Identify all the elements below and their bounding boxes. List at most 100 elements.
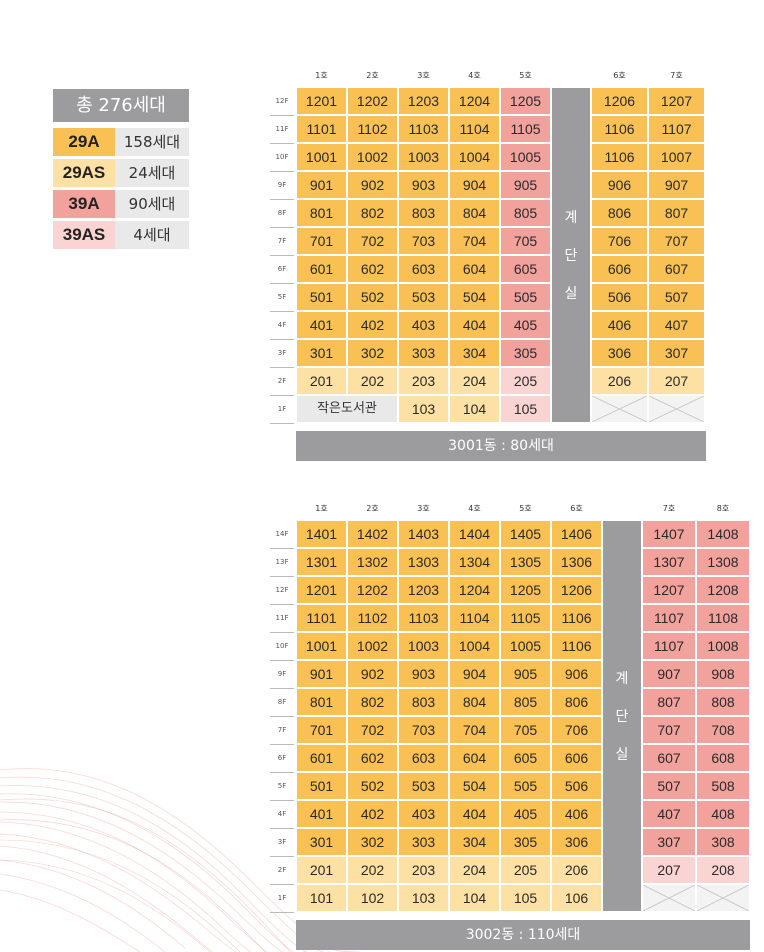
unit-cell: 707	[649, 228, 704, 254]
unit-cell: 1206	[552, 577, 601, 603]
unit-cell: 202	[348, 857, 397, 883]
unit-cell: 1107	[643, 633, 695, 659]
unit-cell: 401	[297, 312, 346, 338]
unit-cell: 1202	[348, 577, 397, 603]
unit-cell: 704	[450, 717, 499, 743]
empty-unit	[697, 885, 749, 911]
unit-cell: 403	[399, 312, 448, 338]
column-header: 4호	[468, 71, 481, 80]
unit-cell: 304	[450, 340, 499, 366]
unit-number-header: 1호 2호 3호 4호 5호 6호 7호 8호	[270, 503, 750, 517]
small-library: 작은도서관	[297, 396, 397, 422]
floor-label: 8F	[270, 199, 294, 228]
floor-label: 10F	[270, 143, 294, 172]
stairwell-label-char: 실	[615, 747, 629, 763]
unit-cell: 607	[643, 745, 695, 771]
unit-cell: 1005	[501, 633, 550, 659]
unit-cell: 501	[297, 284, 346, 310]
floor-label: 4F	[270, 311, 294, 340]
unit-cell: 405	[501, 312, 550, 338]
unit-cell: 1303	[399, 549, 448, 575]
unit-cell: 904	[450, 172, 499, 198]
legend-type-swatch: 39AS	[53, 221, 115, 249]
unit-cell: 1202	[348, 88, 397, 114]
unit-cell: 206	[552, 857, 601, 883]
unit-cell: 401	[297, 801, 346, 827]
unit-cell: 906	[592, 172, 647, 198]
unit-cell: 805	[501, 689, 550, 715]
unit-cell: 1005	[501, 144, 550, 170]
unit-cell: 806	[552, 689, 601, 715]
unit-cell: 904	[450, 661, 499, 687]
unit-cell: 1105	[501, 116, 550, 142]
unit-cell: 1205	[501, 88, 550, 114]
unit-cell: 207	[649, 368, 704, 394]
unit-cell: 1107	[643, 605, 695, 631]
unit-cell: 103	[399, 396, 448, 422]
unit-cell: 1106	[592, 144, 647, 170]
unit-type-legend: 총 276세대 29A 158세대 29AS 24세대 39A 90세대 39AS 4세대	[53, 89, 189, 252]
unit-cell: 1407	[643, 521, 695, 547]
unit-cell: 704	[450, 228, 499, 254]
unit-cell: 404	[450, 312, 499, 338]
floor-label: 10F	[270, 632, 294, 661]
unit-cell: 1102	[348, 605, 397, 631]
unit-cell: 202	[348, 368, 397, 394]
column-header: 6호	[570, 504, 583, 513]
unit-cell: 207	[643, 857, 695, 883]
unit-cell: 604	[450, 256, 499, 282]
column-header: 3호	[417, 71, 430, 80]
unit-cell: 408	[697, 801, 749, 827]
unit-cell: 1408	[697, 521, 749, 547]
unit-cell: 1207	[649, 88, 704, 114]
unit-cell: 706	[552, 717, 601, 743]
unit-cell: 402	[348, 801, 397, 827]
legend-item: 29A 158세대	[53, 128, 189, 156]
unit-cell: 1404	[450, 521, 499, 547]
floor-label: 4F	[270, 800, 294, 829]
unit-cell: 801	[297, 689, 346, 715]
unit-cell: 406	[592, 312, 647, 338]
legend-item: 29AS 24세대	[53, 159, 189, 187]
unit-cell: 407	[649, 312, 704, 338]
unit-cell: 204	[450, 368, 499, 394]
unit-cell: 301	[297, 340, 346, 366]
unit-cell: 1106	[552, 605, 601, 631]
stairwell-label-char: 단	[564, 248, 578, 264]
unit-cell: 304	[450, 829, 499, 855]
unit-cell: 1001	[297, 144, 346, 170]
unit-cell: 402	[348, 312, 397, 338]
unit-cell: 406	[552, 801, 601, 827]
unit-cell: 707	[643, 717, 695, 743]
unit-cell: 1004	[450, 144, 499, 170]
unit-cell: 204	[450, 857, 499, 883]
unit-cell: 908	[697, 661, 749, 687]
empty-cross-icon	[697, 885, 749, 911]
unit-cell: 903	[399, 172, 448, 198]
column-header: 1호	[315, 504, 328, 513]
floor-label: 8F	[270, 688, 294, 717]
unit-cell: 902	[348, 172, 397, 198]
unit-cell: 902	[348, 661, 397, 687]
unit-cell: 1406	[552, 521, 601, 547]
unit-cell: 1307	[643, 549, 695, 575]
legend-count: 4세대	[115, 221, 189, 249]
empty-unit	[643, 885, 695, 911]
unit-cell: 906	[552, 661, 601, 687]
floor-label: 3F	[270, 828, 294, 857]
floor-label: 3F	[270, 339, 294, 368]
unit-cell: 404	[450, 801, 499, 827]
empty-unit	[649, 396, 704, 422]
column-header: 7호	[670, 71, 683, 80]
unit-cell: 907	[643, 661, 695, 687]
unit-cell: 602	[348, 256, 397, 282]
empty-cross-icon	[649, 396, 704, 422]
unit-cell: 806	[592, 200, 647, 226]
empty-cross-icon	[643, 885, 695, 911]
unit-cell: 1306	[552, 549, 601, 575]
column-header: 7호	[662, 504, 676, 513]
unit-cell: 907	[649, 172, 704, 198]
unit-cell: 302	[348, 829, 397, 855]
unit-cell: 801	[297, 200, 346, 226]
unit-cell: 203	[399, 368, 448, 394]
